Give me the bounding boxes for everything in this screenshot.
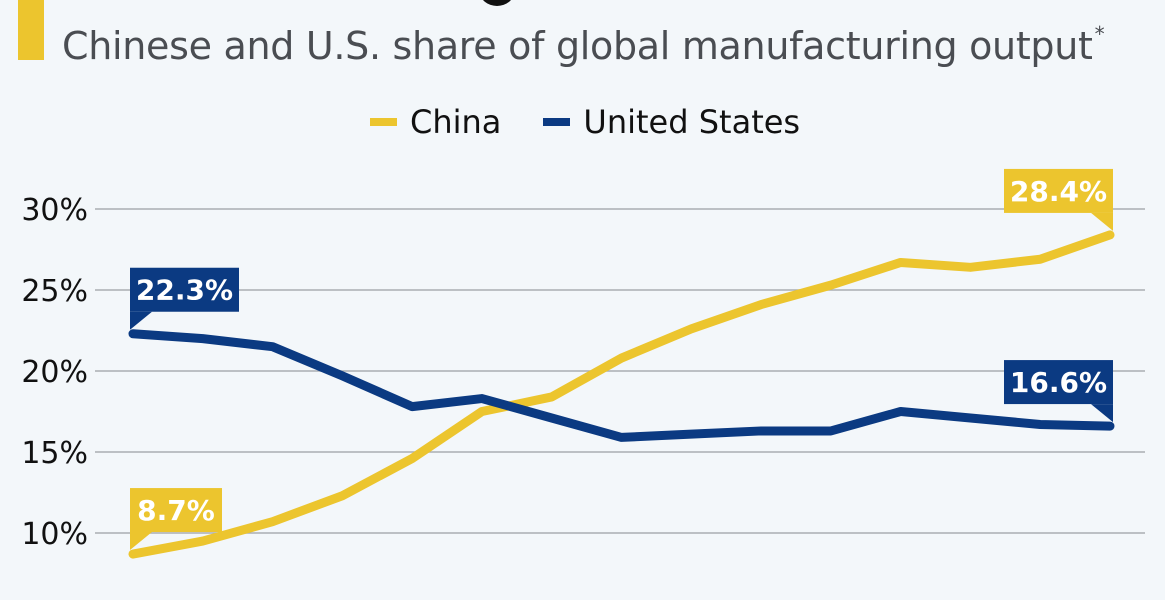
series-lines bbox=[128, 230, 1115, 559]
legend-item-united-states: United States bbox=[543, 103, 800, 141]
callout-label: 22.3% bbox=[136, 274, 233, 307]
series-line-china bbox=[128, 230, 1115, 559]
data-callouts: 8.7% 28.4% 22.3% 16.6% bbox=[130, 168, 1113, 551]
data-callout: 22.3% bbox=[130, 267, 239, 330]
legend-swatch-china bbox=[370, 118, 397, 126]
chart-subtitle: Chinese and U.S. share of global manufac… bbox=[62, 22, 1105, 68]
y-tick-label: 30% bbox=[21, 193, 88, 228]
y-axis-ticks: 10% 15% 20% 25% 30% bbox=[21, 193, 88, 552]
callout-label: 8.7% bbox=[137, 494, 215, 527]
title-accent-bar bbox=[18, 0, 44, 60]
footnote-marker: * bbox=[1094, 22, 1105, 46]
y-tick-label: 25% bbox=[21, 274, 88, 309]
y-tick-label: 20% bbox=[21, 355, 88, 390]
data-callout: 8.7% bbox=[130, 488, 222, 551]
y-tick-label: 10% bbox=[21, 517, 88, 552]
data-callout: 16.6% bbox=[1004, 360, 1113, 423]
title-text-fragment bbox=[480, 0, 514, 6]
legend: China United States bbox=[370, 103, 842, 141]
gridlines bbox=[95, 208, 1145, 534]
data-callout: 28.4% bbox=[1004, 168, 1113, 231]
series-line-united-states bbox=[128, 329, 1115, 442]
subtitle-text: Chinese and U.S. share of global manufac… bbox=[62, 24, 1093, 68]
legend-label-united-states: United States bbox=[583, 103, 801, 141]
callout-label: 16.6% bbox=[1010, 366, 1107, 399]
legend-label-china: China bbox=[410, 103, 502, 141]
legend-item-china: China bbox=[370, 103, 501, 141]
y-tick-label: 15% bbox=[21, 436, 88, 471]
callout-label: 28.4% bbox=[1010, 175, 1107, 208]
legend-swatch-united-states bbox=[543, 118, 571, 126]
